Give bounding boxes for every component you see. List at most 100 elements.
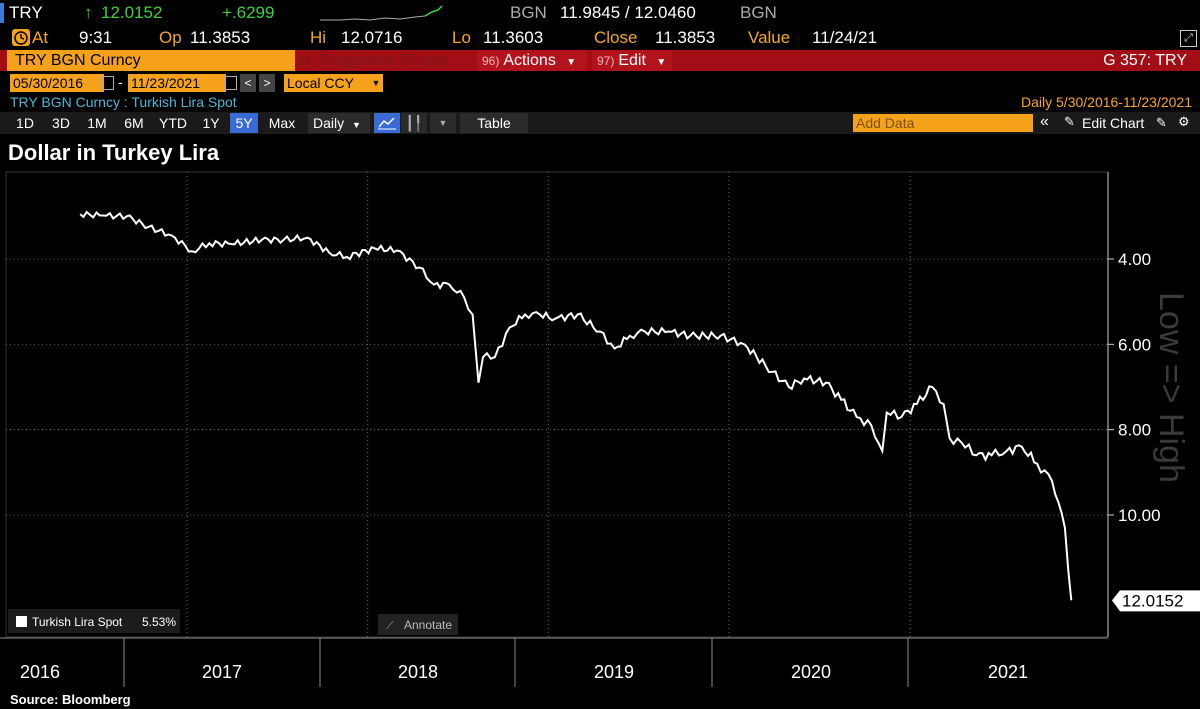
period-button-ytd[interactable]: YTD xyxy=(159,115,187,131)
legend: Turkish Lira Spot 5.53% xyxy=(8,609,180,633)
suggested-charts-menu[interactable]: 94) Suggested Charts xyxy=(298,50,447,72)
edit-label: Edit xyxy=(618,52,646,69)
legend-swatch xyxy=(16,616,27,627)
prev-period-button[interactable]: < xyxy=(240,74,256,92)
add-data-input[interactable]: Add Data xyxy=(853,114,1033,132)
pencil-icon[interactable]: ✎ xyxy=(1064,114,1075,129)
legend-series-name: Turkish Lira Spot xyxy=(32,615,123,629)
ask-source: BGN xyxy=(740,3,777,22)
frequency-dropdown[interactable]: Daily ▼ xyxy=(308,113,370,133)
period-button-3d[interactable]: 3D xyxy=(52,115,70,131)
open-value: 11.3853 xyxy=(190,28,251,47)
end-date-input[interactable]: 11/23/2021 xyxy=(128,74,226,92)
line-chart-icon[interactable] xyxy=(374,113,400,133)
series-line-turkish-lira-spot xyxy=(79,210,1073,601)
low-label: Lo xyxy=(452,28,471,47)
range-dash: - xyxy=(118,74,123,90)
x-tick-label: 2018 xyxy=(398,662,438,682)
value-label: Value xyxy=(748,28,791,47)
currency-select[interactable]: Local CCY xyxy=(284,74,374,92)
net-change: +.6299 xyxy=(222,3,275,22)
edit-caret-icon: ▼ xyxy=(656,57,667,68)
chevron-down-icon: ▼ xyxy=(352,120,361,130)
x-tick-label: 2016 xyxy=(20,662,60,682)
open-label: Op xyxy=(159,28,182,47)
frequency-range: Daily 5/30/2016-11/23/2021 xyxy=(1021,94,1192,110)
period-button-1m[interactable]: 1M xyxy=(87,115,107,131)
table-button[interactable]: Table xyxy=(460,113,528,133)
period-button-1d[interactable]: 1D xyxy=(16,115,34,131)
actions-menu[interactable]: 96) Actions ▼ xyxy=(477,50,587,71)
expand-icon[interactable]: ⤢ xyxy=(1180,30,1197,47)
value-date: 11/24/21 xyxy=(812,28,877,47)
ohlc-bar: At 9:31 Op 11.3853 Hi 12.0716 Lo 11.3603… xyxy=(0,27,1200,49)
ticker[interactable]: TRY xyxy=(9,3,43,22)
source-note: Source: Bloomberg xyxy=(10,692,131,707)
security-description: TRY BGN Curncy : Turkish Lira Spot xyxy=(10,94,237,110)
period-button-1y[interactable]: 1Y xyxy=(202,115,220,131)
last-value-text: 12.0152 xyxy=(1122,591,1183,610)
low-value: 11.3603 xyxy=(483,28,544,47)
x-tick-label: 2020 xyxy=(791,662,831,682)
actions-label: Actions xyxy=(503,52,556,69)
close-value: 11.3853 xyxy=(655,28,716,47)
quote-time: 9:31 xyxy=(79,28,113,47)
at-label: At xyxy=(32,28,49,47)
legend-series-value: 5.53% xyxy=(142,615,176,629)
bid-source: BGN xyxy=(510,3,547,22)
settings-icon[interactable]: ⚙ xyxy=(1178,114,1190,129)
x-axis-band xyxy=(0,640,1200,690)
chevron-down-icon[interactable]: ▼ xyxy=(369,74,383,92)
y-tick-label: 6.00 xyxy=(1118,335,1151,354)
calendar-icon[interactable] xyxy=(224,76,237,90)
edit-chart-button[interactable]: Edit Chart xyxy=(1082,115,1145,131)
clock-icon xyxy=(12,29,30,46)
line-chart: 2016 2017 2018 2019 2020 2021 4.00 6.00 8.00 10.… xyxy=(0,171,1200,690)
page-code: G 357: TRY xyxy=(1103,52,1187,69)
x-tick-label: 2017 xyxy=(202,662,242,682)
actions-num: 96) xyxy=(482,54,500,68)
up-arrow-icon: ↑ xyxy=(84,3,93,22)
y-tick-label: 4.00 xyxy=(1118,250,1151,269)
period-bar: 1D 3D 1M 6M YTD 1Y 5Y Max Daily ▼ ┃╿ ▼ Table Ad… xyxy=(0,112,1200,134)
start-date-input[interactable]: 05/30/2016 xyxy=(10,74,104,92)
y-axis: 4.00 6.00 8.00 10.00 xyxy=(1107,172,1161,637)
annotate-button: ⟋ Annotate xyxy=(378,614,458,635)
y-tick-label: 8.00 xyxy=(1118,421,1151,440)
candlestick-icon[interactable]: ┃╿ xyxy=(401,113,427,133)
y-tick-label: 10.00 xyxy=(1118,506,1161,525)
date-range-bar: 05/30/2016 - 11/23/2021 < > Local CCY ▼ xyxy=(0,73,1200,93)
chevron-down-icon[interactable]: ▼ xyxy=(430,113,456,133)
security-field[interactable]: TRY BGN Curncy xyxy=(7,50,295,71)
x-axis: 2016 2017 2018 2019 2020 2021 xyxy=(0,637,1200,690)
last-price: 12.0152 xyxy=(101,3,163,22)
period-button-6m[interactable]: 6M xyxy=(124,115,144,131)
selection-marker xyxy=(0,3,4,23)
quote-bar: TRY ↑ 12.0152 +.6299 BGN 11.9845 / 12.04… xyxy=(0,0,1200,27)
chart-title: Dollar in Turkey Lira xyxy=(8,140,220,165)
intraday-sparkline xyxy=(320,5,443,21)
y-axis-note: Low => High xyxy=(1152,292,1190,483)
period-button-max[interactable]: Max xyxy=(268,115,296,131)
suggested-charts-num: 94) xyxy=(298,54,316,68)
info-bar: TRY BGN Curncy : Turkish Lira Spot Daily… xyxy=(0,94,1200,112)
period-button-5y[interactable]: 5Y xyxy=(230,113,258,133)
high-label: Hi xyxy=(310,28,327,47)
edit-num: 97) xyxy=(597,54,615,68)
x-tick-label: 2019 xyxy=(594,662,634,682)
collapse-icon[interactable]: « xyxy=(1040,113,1049,130)
close-label: Close xyxy=(594,28,638,47)
edit-menu[interactable]: 97) Edit ▼ xyxy=(592,50,672,71)
pencil-icon: ⟋ xyxy=(386,620,394,632)
frequency-label: Daily xyxy=(313,115,345,131)
actions-caret-icon: ▼ xyxy=(566,57,577,68)
command-toolbar: TRY BGN Curncy 94) Suggested Charts 96) Ac… xyxy=(0,50,1200,71)
annotate-label: Annotate xyxy=(404,618,452,632)
suggested-charts-label: Suggested Charts xyxy=(319,52,448,69)
customize-icon[interactable]: ✎ xyxy=(1156,115,1167,130)
calendar-icon[interactable] xyxy=(101,76,114,90)
last-value-box xyxy=(1112,590,1200,612)
x-tick-label: 2021 xyxy=(988,662,1028,682)
high-value: 12.0716 xyxy=(341,28,403,47)
next-period-button[interactable]: > xyxy=(259,74,275,92)
